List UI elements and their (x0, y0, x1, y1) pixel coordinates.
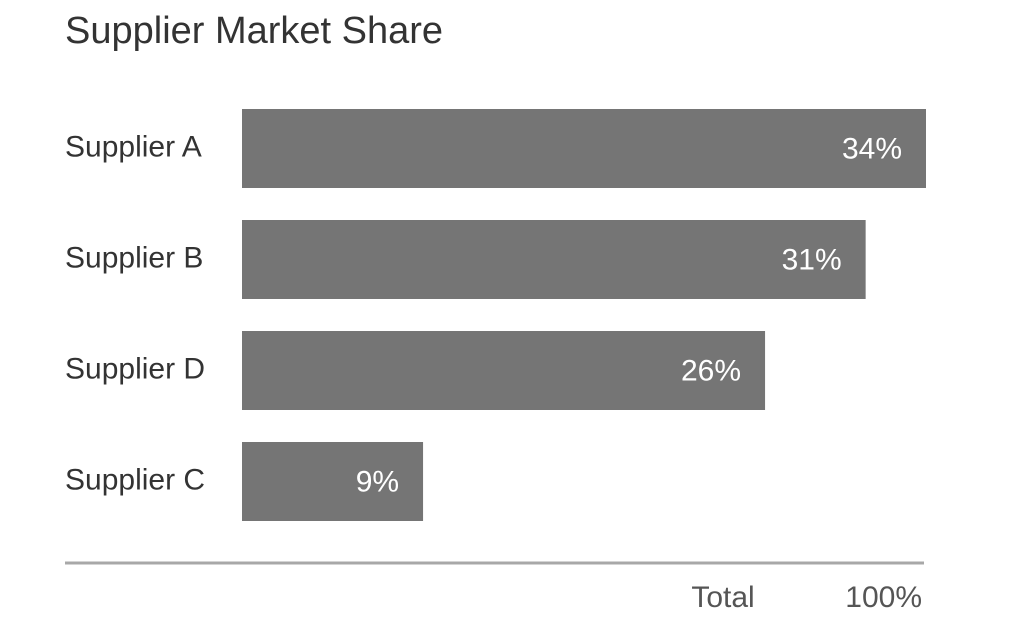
bar (242, 109, 926, 188)
value-label: 31% (782, 243, 842, 276)
value-label: 34% (842, 132, 902, 165)
category-label: Supplier D (65, 352, 205, 385)
category-label: Supplier B (65, 241, 203, 274)
total-label: Total (691, 581, 754, 614)
value-label: 26% (681, 354, 741, 387)
category-label: Supplier A (65, 130, 202, 163)
category-label: Supplier C (65, 463, 205, 496)
bar (242, 220, 866, 299)
value-label: 9% (356, 465, 399, 498)
bar (242, 442, 424, 521)
bar (242, 331, 766, 410)
total-value: 100% (845, 581, 922, 614)
chart-title: Supplier Market Share (65, 10, 443, 52)
